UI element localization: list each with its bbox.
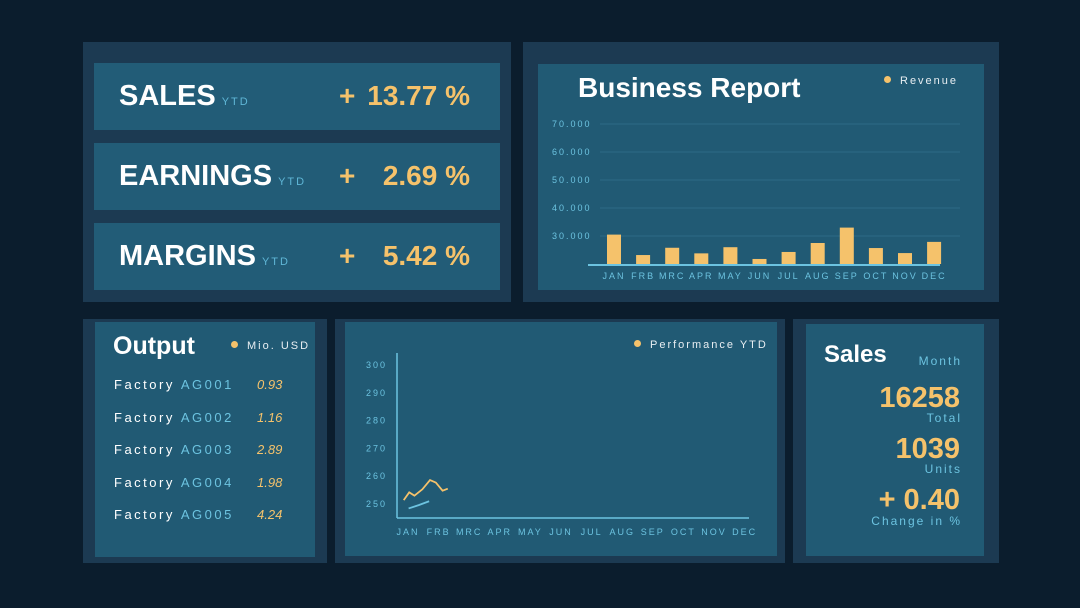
legend-dot-icon [884,76,891,83]
x-tick-label: JUN [748,271,772,281]
x-tick-label: JUL [581,527,603,537]
series-line-1 [408,500,430,510]
bar-jun [752,258,767,264]
kpi-suffix: YTD [278,176,307,188]
x-tick-label: OCT [671,527,696,537]
sales-change-label: Change in % [871,514,962,528]
y-tick-label: 300 [366,360,387,370]
kpi-margins: MARGINS YTD + 5.42 % [94,223,500,290]
output-row: Factory AG004 1.98 [114,475,283,490]
bar-may [723,247,738,264]
y-tick-label: 270 [366,443,387,453]
sales-period: Month [918,354,962,368]
x-tick-label: JAN [602,271,625,281]
x-tick-label: MAY [518,527,543,537]
sales-month-card [806,324,984,556]
x-tick-label: AUG [805,271,831,281]
kpi-sign: + [339,160,356,191]
bar-jul [781,251,796,264]
y-tick-label: 290 [366,388,387,398]
x-tick-label: JUN [549,527,573,537]
x-tick-label: DEC [922,271,947,281]
sales-change: + 0.40 [878,484,960,516]
kpi-suffix: YTD [261,256,290,268]
output-row: Factory AG003 2.89 [114,442,283,457]
kpi-label: EARNINGS [119,160,273,192]
x-tick-label: MRC [456,527,483,537]
bar-oct [868,248,883,264]
sales-total-label: Total [926,411,962,425]
kpi-value: 2.69 % [382,160,470,191]
legend-label: Mio. USD [247,340,311,352]
x-tick-label: FRB [631,271,655,281]
kpi-sign: + [339,240,356,271]
x-tick-label: JUL [778,271,800,281]
output-legend: Mio. USD [231,340,310,352]
performance-legend: Performance YTD [634,339,768,351]
bar-apr [694,253,709,264]
y-tick-label: 280 [366,416,387,426]
legend-label: Performance YTD [650,339,768,351]
kpi-label: SALES [119,80,216,112]
bar-nov [898,253,912,264]
y-tick-label: 30.000 [552,231,592,241]
y-tick-label: 70.000 [552,119,592,129]
x-tick-label: MRC [659,271,686,281]
output-card [95,322,315,557]
x-tick-label: OCT [863,271,888,281]
output-row: Factory AG005 4.24 [114,507,283,522]
bar-frb [636,255,651,264]
x-tick-label: APR [488,527,513,537]
sales-title: Sales [824,341,887,368]
output-title: Output [113,332,195,360]
y-tick-label: 250 [366,499,387,509]
y-tick-label: 260 [366,471,387,481]
legend-dot-icon [634,340,641,347]
output-row: Factory AG001 0.93 [114,377,283,392]
bar-jan [607,234,621,264]
kpi-sales: SALES YTD + 13.77 % [94,63,500,130]
y-tick-label: 60.000 [552,147,592,157]
sales-units-label: Units [924,462,962,476]
x-tick-label: DEC [732,527,757,537]
sales-units: 1039 [895,433,960,465]
kpi-suffix: YTD [221,96,250,108]
chart-title: Business Report [578,72,801,103]
sales-total: 16258 [879,382,960,414]
y-tick-label: 50.000 [552,175,592,185]
x-tick-label: FRB [427,527,451,537]
chart-legend: Revenue [884,75,958,87]
kpi-sign: + [339,80,356,111]
kpi-value: 5.42 % [382,240,470,271]
performance-card [345,322,777,556]
x-tick-label: MAY [718,271,743,281]
x-tick-label: SEP [835,271,859,281]
output-row: Factory AG002 1.16 [114,410,283,425]
x-tick-label: APR [689,271,714,281]
x-tick-label: AUG [609,527,635,537]
x-tick-label: NOV [701,527,727,537]
x-tick-label: JAN [396,527,419,537]
legend-label: Revenue [900,75,959,87]
x-tick-label: NOV [892,271,918,281]
bar-aug [810,243,825,264]
bar-sep [839,227,854,264]
y-tick-label: 40.000 [552,203,592,213]
kpi-earnings: EARNINGS YTD + 2.69 % [94,143,500,210]
kpi-value: 13.77 % [367,80,470,111]
bar-dec [927,241,942,264]
legend-dot-icon [231,341,238,348]
series-line-0 [402,478,449,501]
kpi-label: MARGINS [119,240,256,272]
x-tick-label: SEP [641,527,665,537]
bar-mrc [665,247,680,264]
